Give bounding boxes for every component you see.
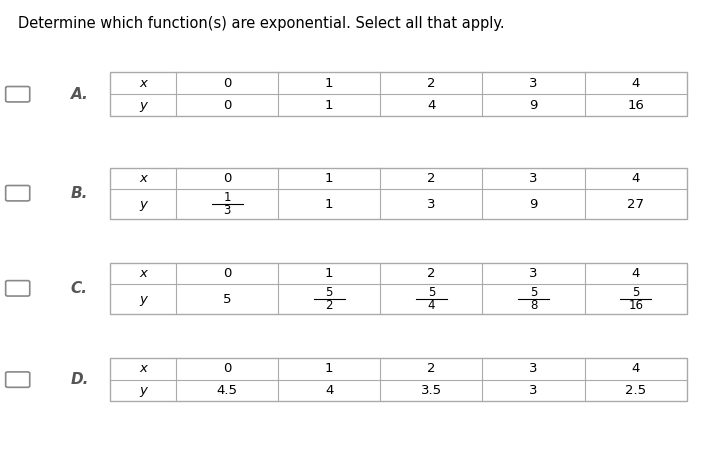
Text: y: y [139, 293, 147, 306]
Text: 4: 4 [632, 172, 640, 185]
Text: y: y [139, 99, 147, 111]
Text: 5: 5 [428, 286, 435, 299]
Text: x: x [139, 172, 147, 185]
Text: 4: 4 [325, 384, 333, 397]
Text: x: x [139, 362, 147, 375]
Text: 4: 4 [632, 362, 640, 375]
Text: 27: 27 [627, 198, 644, 211]
Text: 3: 3 [530, 362, 538, 375]
FancyBboxPatch shape [6, 87, 30, 102]
Text: 5: 5 [632, 286, 639, 299]
Text: x: x [139, 267, 147, 280]
Text: y: y [139, 384, 147, 397]
Text: Determine which function(s) are exponential. Select all that apply.: Determine which function(s) are exponent… [18, 16, 504, 31]
Bar [110, 358, 687, 401]
Text: 16: 16 [627, 99, 644, 111]
Text: 3: 3 [224, 204, 231, 217]
Text: A.: A. [71, 87, 88, 102]
Text: 2: 2 [427, 267, 435, 280]
Text: 2: 2 [326, 299, 333, 312]
Text: 2: 2 [427, 362, 435, 375]
Text: 8: 8 [530, 299, 537, 312]
Text: 1: 1 [325, 99, 333, 111]
Text: 9: 9 [530, 198, 538, 211]
Text: 5: 5 [223, 293, 232, 306]
Text: 0: 0 [223, 99, 232, 111]
Text: 3: 3 [530, 172, 538, 185]
Text: y: y [139, 198, 147, 211]
Text: 0: 0 [223, 362, 232, 375]
FancyBboxPatch shape [6, 186, 30, 201]
Text: 9: 9 [530, 99, 538, 111]
Text: B.: B. [71, 186, 88, 201]
Text: C.: C. [71, 281, 88, 296]
Bar [110, 263, 687, 314]
Text: 5: 5 [530, 286, 537, 299]
Text: x: x [139, 77, 147, 90]
Text: 2: 2 [427, 77, 435, 90]
Bar [110, 168, 687, 219]
Text: 1: 1 [325, 267, 333, 280]
FancyBboxPatch shape [6, 372, 30, 387]
Text: 2: 2 [427, 172, 435, 185]
Text: 3: 3 [530, 384, 538, 397]
Text: 0: 0 [223, 172, 232, 185]
Text: 3: 3 [530, 77, 538, 90]
Text: 3: 3 [427, 198, 435, 211]
Text: 16: 16 [628, 299, 643, 312]
Text: 1: 1 [325, 172, 333, 185]
Text: 4: 4 [632, 267, 640, 280]
Text: 4: 4 [427, 99, 435, 111]
Text: 0: 0 [223, 77, 232, 90]
Text: 4: 4 [632, 77, 640, 90]
Text: 1: 1 [325, 198, 333, 211]
Text: 1: 1 [325, 362, 333, 375]
Text: 0: 0 [223, 267, 232, 280]
Text: 3.5: 3.5 [421, 384, 442, 397]
Text: D.: D. [71, 372, 89, 387]
Text: 4: 4 [428, 299, 435, 312]
Bar [110, 72, 687, 116]
Text: 5: 5 [326, 286, 333, 299]
Text: 2.5: 2.5 [625, 384, 646, 397]
Text: 4.5: 4.5 [217, 384, 238, 397]
Text: 1: 1 [224, 191, 231, 204]
Text: 3: 3 [530, 267, 538, 280]
Text: 1: 1 [325, 77, 333, 90]
FancyBboxPatch shape [6, 281, 30, 296]
